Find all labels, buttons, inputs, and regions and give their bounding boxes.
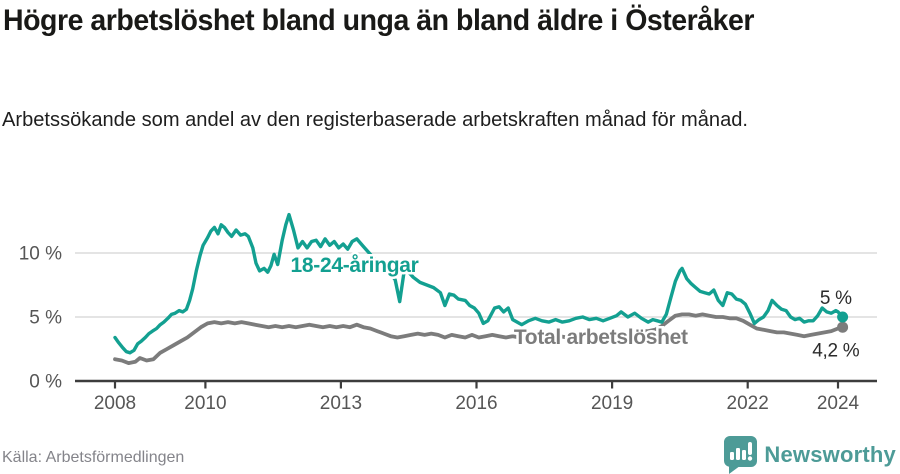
series-label-youth: 18-24-åringar bbox=[291, 254, 419, 277]
x-tick-label: 2024 bbox=[817, 393, 860, 414]
chart-subtitle: Arbetssökande som andel av den registerb… bbox=[2, 108, 749, 131]
series-line-total bbox=[113, 312, 845, 366]
x-tick-label: 2022 bbox=[727, 393, 769, 414]
y-tick-label: 10 % bbox=[19, 244, 62, 265]
series-end-dot-youth bbox=[837, 311, 849, 323]
page-title: Högre arbetslöshet bland unga än bland ä… bbox=[3, 4, 755, 37]
x-tick-label: 2008 bbox=[94, 393, 136, 414]
x-tick-label: 2010 bbox=[184, 393, 226, 414]
x-tick-label: 2013 bbox=[320, 393, 362, 414]
x-tick-label: 2019 bbox=[591, 393, 633, 414]
source-note: Källa: Arbetsförmedlingen bbox=[2, 449, 185, 466]
end-label-total: 4,2 % bbox=[812, 341, 859, 362]
end-label-youth: 5 % bbox=[820, 288, 852, 309]
x-tick-label: 2016 bbox=[455, 393, 497, 414]
series-line-youth bbox=[113, 212, 845, 355]
newsworthy-wordmark: Newsworthy bbox=[764, 442, 896, 467]
series-label-total: Total arbetslöshet bbox=[514, 326, 688, 349]
newsworthy-bubble-chart-icon bbox=[724, 436, 758, 474]
y-tick-label: 5 % bbox=[29, 308, 62, 329]
newsworthy-logo[interactable]: Newsworthy bbox=[724, 436, 896, 474]
series-end-dot-total bbox=[837, 321, 849, 333]
y-tick-label: 0 % bbox=[29, 372, 62, 393]
